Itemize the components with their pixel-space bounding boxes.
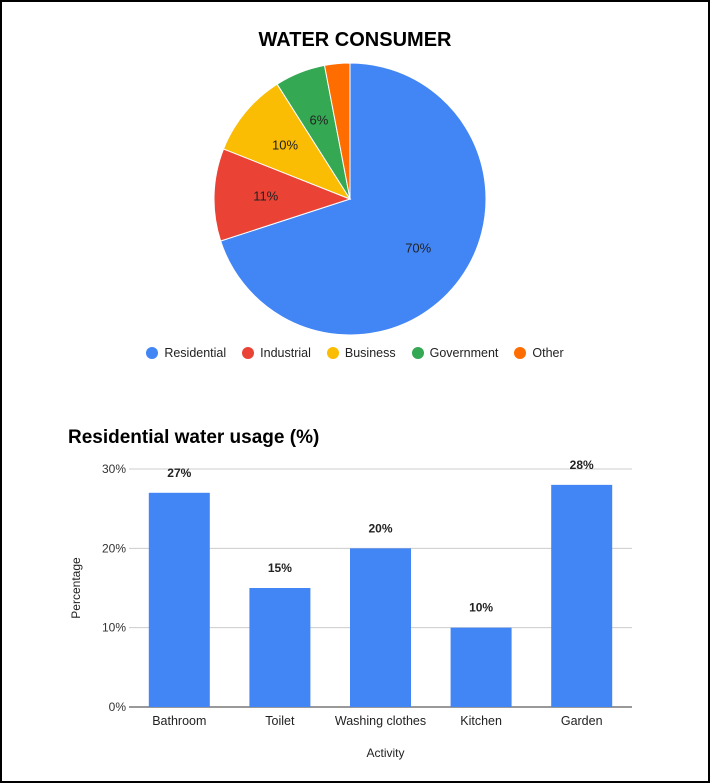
pie-slice-other [323,62,351,200]
y-axis-title: Percentage [69,557,83,619]
pie-legend: Residential Industrial Business Government O… [2,346,708,360]
pie-slice-label: 11% [253,188,278,203]
legend-label: Other [532,346,564,360]
pie-slice-label: 70% [405,241,431,256]
bar-data-label: 27% [167,466,191,480]
bar-kitchen [450,627,512,707]
x-tick-label: Toilet [265,714,295,728]
y-tick-label: 10% [102,621,126,635]
y-tick-label: 20% [102,541,126,555]
y-tick-label: 0% [109,700,127,714]
legend-swatch [326,347,339,359]
bar-washing-clothes [350,548,411,707]
legend-swatch [242,347,255,359]
x-tick-label: Bathroom [152,714,206,728]
legend-label: Industrial [260,346,311,360]
x-tick-label: Kitchen [460,714,502,728]
pie-slice-label: 6% [310,113,329,128]
legend-label: Business [344,346,396,360]
pie-slice-label: 10% [272,137,298,152]
legend-item-business: Business [326,346,396,360]
legend-item-other: Other [514,346,564,360]
bar-toilet [249,588,311,707]
legend-item-residential: Residential [146,346,226,360]
bar-chart-title: Residential water usage (%) [68,427,320,448]
bar-data-label: 10% [469,601,493,615]
bar-bathroom [148,492,210,707]
pie-slice-industrial [213,148,352,242]
y-tick-label: 30% [102,462,126,476]
legend-label: Government [429,346,499,360]
legend-swatch [514,347,527,359]
x-tick-label: Garden [561,714,603,728]
legend-swatch [146,347,159,359]
pie-chart: 70% 11% 10% 6% [213,62,487,336]
pie-chart-title: WATER CONSUMER [258,29,452,51]
bar-data-label: 15% [268,561,292,575]
legend-swatch [411,347,424,359]
pie-slice-business [222,83,352,201]
bar-data-label: 28% [570,458,594,472]
legend-item-government: Government [411,346,499,360]
legend-item-industrial: Industrial [242,346,311,360]
pie-slice-residential [220,62,487,336]
legend-label: Residential [164,346,227,360]
x-tick-label: Washing clothes [335,714,426,728]
x-axis-title: Activity [366,746,404,760]
bar-garden [551,484,613,707]
bar-data-label: 20% [368,521,392,535]
